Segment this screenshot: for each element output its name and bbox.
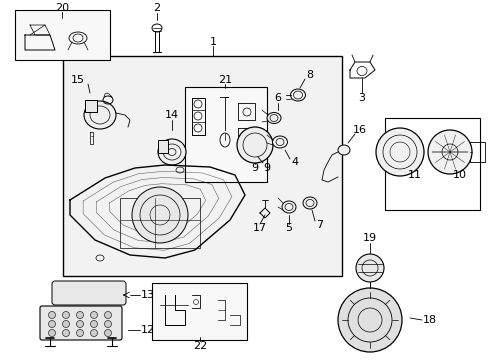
Circle shape — [355, 254, 383, 282]
Text: 19: 19 — [362, 233, 376, 243]
Circle shape — [237, 127, 272, 163]
Text: 7: 7 — [316, 220, 323, 230]
Text: 4: 4 — [291, 157, 298, 167]
Circle shape — [104, 311, 111, 319]
Bar — [152, 283, 246, 340]
Text: 9: 9 — [263, 163, 270, 173]
Ellipse shape — [282, 201, 295, 213]
Bar — [158, 140, 168, 153]
Text: 21: 21 — [218, 75, 232, 85]
Bar — [120, 198, 200, 248]
Circle shape — [90, 320, 97, 328]
Text: 5: 5 — [285, 223, 292, 233]
Circle shape — [104, 320, 111, 328]
Bar — [85, 100, 97, 112]
Text: 10: 10 — [452, 170, 466, 180]
Text: 14: 14 — [164, 110, 179, 120]
Ellipse shape — [303, 197, 316, 209]
Circle shape — [90, 329, 97, 337]
Ellipse shape — [337, 145, 349, 155]
Circle shape — [90, 311, 97, 319]
Circle shape — [48, 311, 55, 319]
Circle shape — [62, 311, 69, 319]
Text: 17: 17 — [252, 223, 266, 233]
FancyBboxPatch shape — [40, 306, 122, 340]
Text: 6: 6 — [274, 93, 281, 103]
Text: 18: 18 — [422, 315, 436, 325]
Circle shape — [76, 320, 83, 328]
Bar — [15, 10, 110, 60]
Circle shape — [427, 130, 471, 174]
Ellipse shape — [158, 139, 185, 165]
Text: 22: 22 — [192, 341, 207, 351]
Circle shape — [76, 329, 83, 337]
Bar — [469, 142, 484, 162]
Bar — [184, 87, 266, 182]
Ellipse shape — [272, 136, 287, 148]
Text: 9: 9 — [251, 163, 258, 173]
Circle shape — [48, 320, 55, 328]
Text: 11: 11 — [407, 170, 421, 180]
Text: 3: 3 — [358, 93, 365, 103]
Circle shape — [62, 320, 69, 328]
Bar — [63, 56, 341, 276]
Ellipse shape — [290, 89, 305, 101]
Circle shape — [76, 311, 83, 319]
Text: 1: 1 — [209, 37, 216, 47]
Text: 20: 20 — [55, 3, 69, 13]
Text: 2: 2 — [153, 3, 160, 13]
Text: 8: 8 — [306, 70, 313, 80]
Circle shape — [48, 329, 55, 337]
FancyBboxPatch shape — [52, 281, 126, 305]
Text: 15: 15 — [71, 75, 85, 85]
Text: 13: 13 — [141, 290, 155, 300]
Circle shape — [62, 329, 69, 337]
Circle shape — [104, 329, 111, 337]
Bar — [384, 118, 479, 210]
Text: 16: 16 — [352, 125, 366, 135]
Circle shape — [337, 288, 401, 352]
Ellipse shape — [266, 112, 281, 123]
Circle shape — [132, 187, 187, 243]
Ellipse shape — [84, 101, 116, 129]
Text: 12: 12 — [141, 325, 155, 335]
Circle shape — [375, 128, 423, 176]
